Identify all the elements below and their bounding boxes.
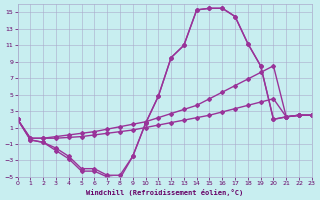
X-axis label: Windchill (Refroidissement éolien,°C): Windchill (Refroidissement éolien,°C) [86, 189, 243, 196]
